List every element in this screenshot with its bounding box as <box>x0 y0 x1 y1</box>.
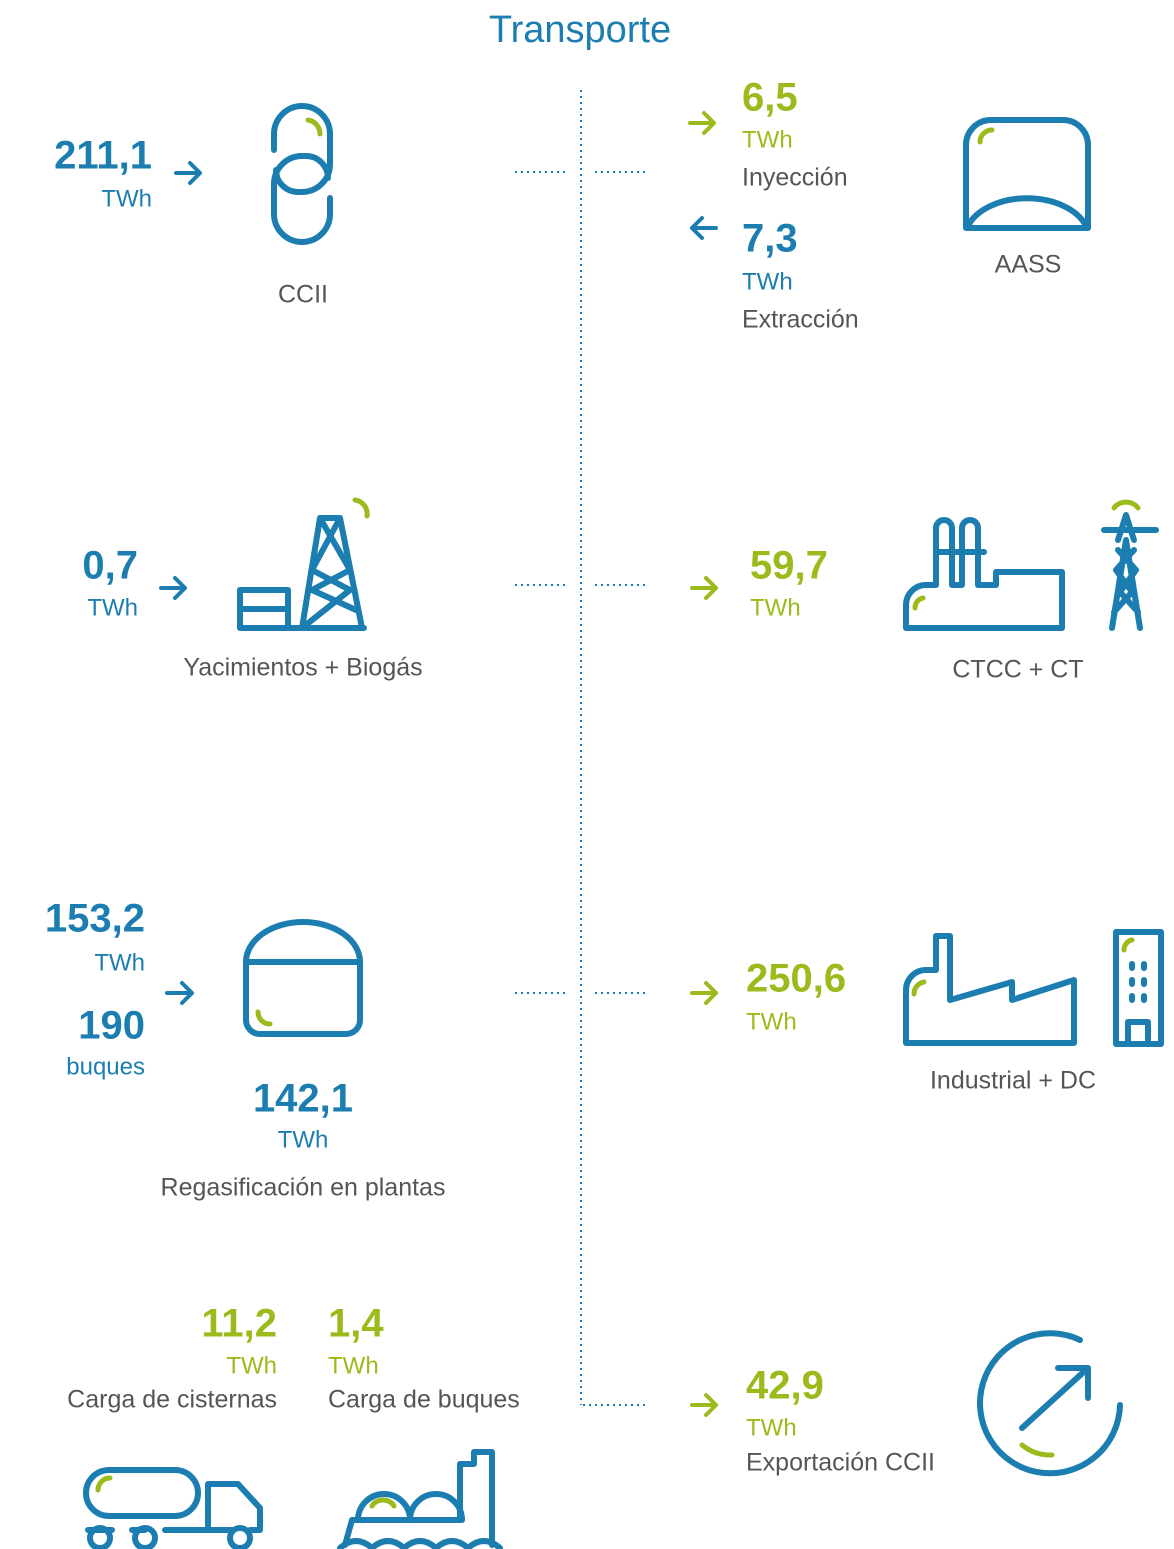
value: 7,3 <box>742 217 798 261</box>
label: Carga de cisternas <box>67 1386 277 1414</box>
storage-icon <box>963 117 1091 231</box>
label: Extracción <box>742 306 859 334</box>
unit: TWh <box>94 949 145 976</box>
power-plant-icon <box>903 499 1159 631</box>
unit: TWh <box>87 594 138 621</box>
value: 250,6 <box>746 957 846 1001</box>
arrow <box>688 111 716 135</box>
arrow <box>690 981 718 1005</box>
unit: TWh <box>101 185 152 212</box>
arrow <box>159 576 187 600</box>
label: Regasificación en plantas <box>161 1174 446 1202</box>
value: 11,2 <box>201 1302 277 1346</box>
unit: TWh <box>742 126 793 153</box>
unit: TWh <box>328 1352 379 1379</box>
arrow <box>165 981 194 1005</box>
connectors <box>515 90 648 1406</box>
label: CCII <box>278 281 328 309</box>
label: Carga de buques <box>328 1386 520 1414</box>
chain-icon <box>271 103 333 245</box>
label: Inyección <box>742 164 848 192</box>
unit: TWh <box>742 268 793 295</box>
value: 1,4 <box>328 1302 384 1346</box>
title: Transporte <box>489 9 671 51</box>
truck-icon <box>83 1467 263 1549</box>
arrow <box>690 216 718 240</box>
arrow <box>690 576 718 600</box>
value: 42,9 <box>746 1364 824 1408</box>
export-icon <box>977 1330 1123 1477</box>
ship-icon <box>337 1449 503 1549</box>
unit: TWh <box>746 1414 797 1441</box>
label: Industrial + DC <box>930 1067 1096 1095</box>
arrow <box>174 161 202 185</box>
value: 153,2 <box>45 897 145 941</box>
arrow <box>690 1393 718 1417</box>
tank-icon <box>243 919 363 1037</box>
value: 190 <box>78 1004 145 1048</box>
value: 0,7 <box>82 544 138 588</box>
derrick-icon <box>237 497 370 631</box>
unit: buques <box>66 1053 145 1080</box>
label: AASS <box>995 251 1062 279</box>
factory-icon <box>903 929 1164 1047</box>
unit: TWh <box>226 1352 277 1379</box>
unit: TWh <box>278 1126 329 1153</box>
value: 6,5 <box>742 76 798 120</box>
label: Exportación CCII <box>746 1449 935 1477</box>
value: 59,7 <box>750 544 828 588</box>
value: 211,1 <box>54 134 152 178</box>
unit: TWh <box>746 1008 797 1035</box>
label: CTCC + CT <box>952 656 1083 684</box>
label: Yacimientos + Biogás <box>183 654 422 682</box>
value: 142,1 <box>253 1077 353 1121</box>
unit: TWh <box>750 594 801 621</box>
